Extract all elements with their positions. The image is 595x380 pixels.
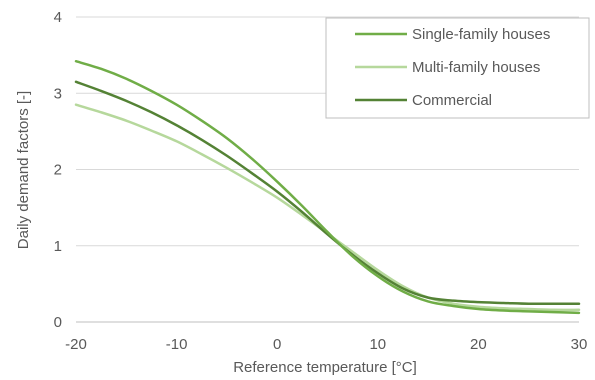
x-tick-label: 30 [571, 336, 588, 353]
series-line-commercial [74, 80, 581, 306]
y-tick-label: 4 [54, 9, 62, 26]
x-tick-labels: -20 -10 0 10 20 30 [65, 336, 587, 353]
x-tick-label: 20 [470, 336, 487, 353]
legend-label: Single-family houses [412, 26, 550, 43]
y-tick-labels: 0 1 2 3 4 [54, 9, 62, 331]
x-tick-label: -20 [65, 336, 87, 353]
x-axis-title: Reference temperature [°C] [233, 359, 417, 376]
y-tick-label: 2 [54, 162, 62, 179]
y-tick-label: 1 [54, 238, 62, 255]
legend-label: Multi-family houses [412, 59, 540, 76]
series-lines [74, 59, 581, 315]
x-tick-label: 10 [369, 336, 386, 353]
x-tick-label: -10 [166, 336, 188, 353]
y-axis-title: Daily demand factors [-] [15, 91, 32, 249]
legend: Single-family houses Multi-family houses C… [325, 17, 590, 119]
y-tick-label: 0 [54, 314, 62, 331]
x-tick-label: 0 [273, 336, 281, 353]
y-tick-label: 3 [54, 85, 62, 102]
series-line-multi-family-houses [74, 103, 581, 312]
series-line-single-family-houses [74, 59, 581, 315]
legend-label: Commercial [412, 92, 492, 109]
